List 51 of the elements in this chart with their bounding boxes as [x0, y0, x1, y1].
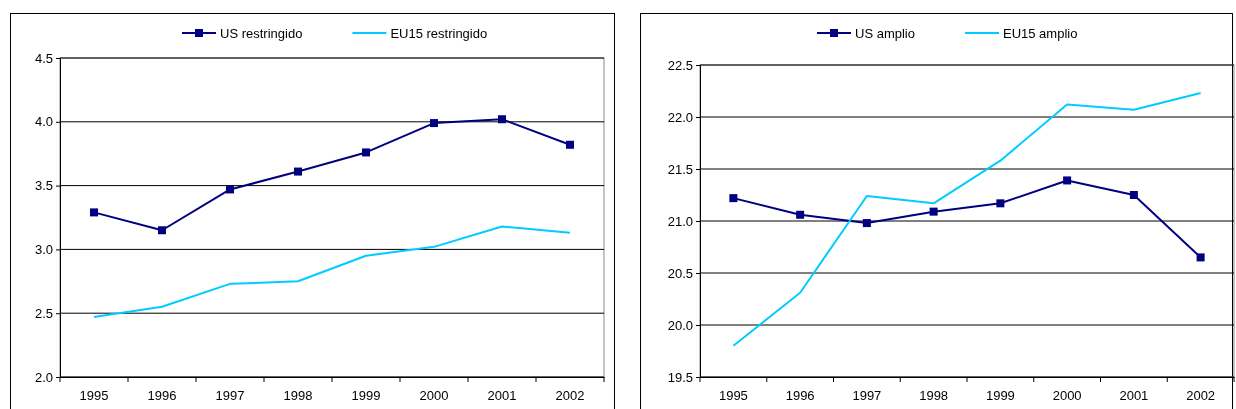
x-tick-label: 1998 — [919, 388, 949, 404]
point — [1063, 176, 1072, 185]
x-tick-label: 1997 — [852, 388, 882, 404]
x-tick-label: 1998 — [283, 388, 313, 404]
y-tick-label: 2.0 — [34, 369, 53, 385]
point — [729, 194, 738, 203]
y-tick-label: 3.5 — [34, 178, 53, 194]
line-series — [732, 92, 1202, 347]
x-tick-label: 1996 — [785, 388, 815, 404]
x-tick-label: 2001 — [487, 388, 517, 404]
legend-label: EU15 amplio — [1002, 26, 1078, 41]
x-tick-label: 1996 — [147, 388, 177, 404]
x-tick-label: 1995 — [718, 388, 748, 404]
point — [294, 167, 302, 176]
point — [996, 199, 1005, 208]
y-tick-label: 2.5 — [34, 305, 53, 321]
x-tick-label: 2000 — [1052, 388, 1082, 404]
y-tick-label: 4.5 — [34, 50, 53, 66]
y-tick-label: 4.0 — [34, 114, 53, 130]
line-series — [93, 225, 571, 319]
point — [226, 185, 234, 194]
y-tick-label: 3.0 — [34, 242, 53, 258]
x-tick-label: 2001 — [1119, 388, 1149, 404]
y-tick-label: 20.0 — [667, 317, 693, 333]
x-tick-label: 2002 — [1186, 388, 1216, 404]
legend-label: EU15 restringido — [390, 26, 488, 41]
x-tick-label: 1995 — [79, 388, 109, 404]
y-tick-label: 22.0 — [667, 109, 693, 125]
point — [862, 219, 871, 228]
point — [796, 210, 805, 219]
x-tick-label: 1999 — [351, 388, 381, 404]
point — [1129, 191, 1138, 199]
legend-label: US amplio — [855, 26, 915, 41]
y-tick-label: 22.5 — [667, 57, 693, 73]
point — [430, 119, 438, 128]
x-tick-label: 2002 — [555, 388, 585, 404]
point — [90, 208, 98, 217]
point — [1196, 253, 1205, 262]
point — [929, 207, 938, 216]
y-tick-label: 20.5 — [667, 265, 693, 281]
x-tick-label: 1997 — [215, 388, 245, 404]
y-tick-label: 21.5 — [667, 161, 693, 177]
point — [362, 148, 370, 157]
legend-label: US restringido — [220, 26, 303, 41]
point — [498, 115, 506, 124]
point — [566, 140, 574, 149]
y-tick-label: 21.0 — [667, 213, 693, 229]
y-tick-label: 19.5 — [667, 369, 693, 385]
x-tick-label: 1999 — [985, 388, 1015, 404]
point — [158, 226, 166, 235]
x-tick-label: 2000 — [419, 388, 449, 404]
